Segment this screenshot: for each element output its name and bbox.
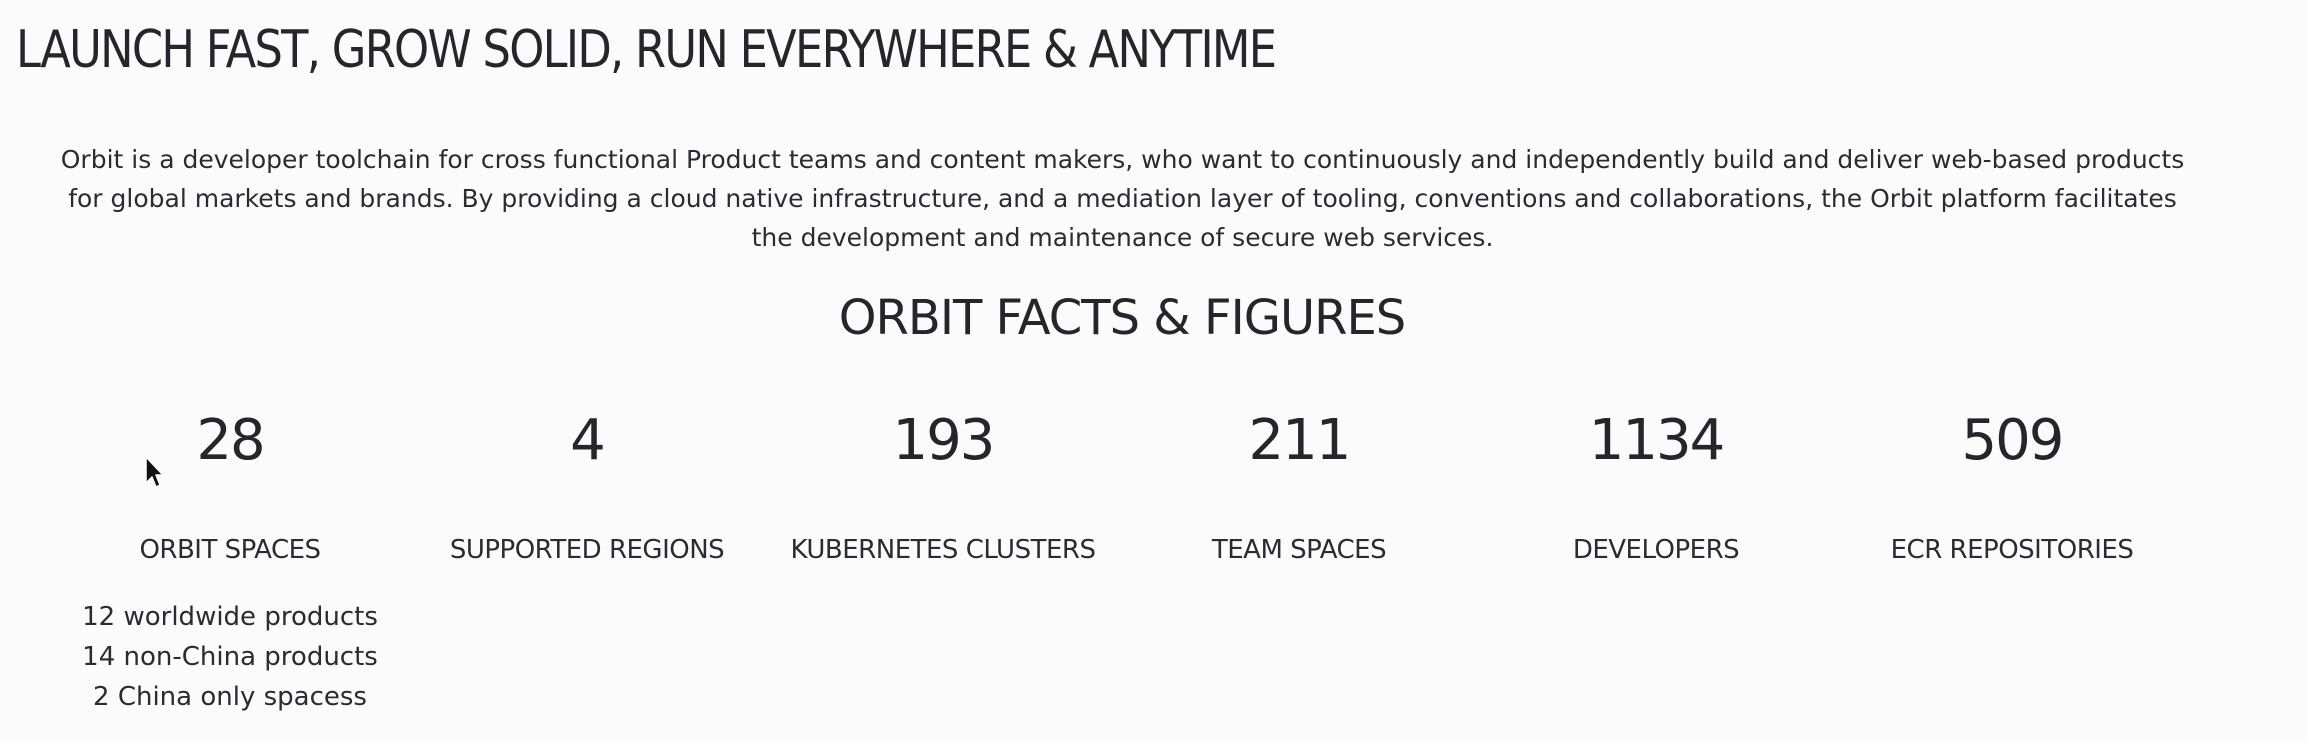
orbit-spaces-count: 28: [196, 408, 265, 473]
fact-ecr-repositories: 509 ECR REPOSITORIES: [1834, 405, 2190, 567]
intro-paragraph: Orbit is a developer toolchain for cross…: [60, 145, 2185, 252]
ecr-repositories-count: 509: [1961, 408, 2065, 473]
supported-regions-count: 4: [570, 408, 606, 473]
team-spaces-label: TEAM SPACES: [1211, 535, 1387, 565]
fact-kubernetes-clusters: 193 KUBERNETES CLUSTERS: [765, 405, 1121, 567]
orbit-spaces-label: ORBIT SPACES: [139, 535, 321, 565]
developers-count: 1134: [1588, 408, 1726, 473]
fact-team-spaces: 211 TEAM SPACES: [1121, 405, 1477, 567]
team-spaces-count: 211: [1248, 408, 1352, 473]
worldwide-products-detail: 12 worldwide products: [82, 602, 378, 632]
page-heading: LAUNCH FAST, GROW SOLID, RUN EVERYWHERE …: [16, 20, 1277, 80]
non-china-products-detail: 14 non-China products: [82, 642, 378, 672]
kubernetes-clusters-count: 193: [892, 408, 996, 473]
ecr-repositories-label: ECR REPOSITORIES: [1890, 535, 2134, 565]
fact-orbit-spaces: 28 ORBIT SPACES 12 worldwide products 14…: [52, 405, 408, 743]
fact-supported-regions: 4 SUPPORTED REGIONS: [409, 405, 765, 567]
fact-developers: 1134 DEVELOPERS: [1478, 405, 1834, 567]
mouse-pointer-icon: [145, 456, 164, 488]
developers-label: DEVELOPERS: [1572, 535, 1740, 565]
china-only-spaces-detail: 2 China only spacess: [93, 682, 367, 712]
supported-regions-label: SUPPORTED REGIONS: [449, 535, 725, 565]
facts-heading: ORBIT FACTS & FIGURES: [838, 290, 1406, 346]
orbit-spaces-breakdown: 12 worldwide products 14 non-China produ…: [52, 597, 408, 717]
kubernetes-clusters-label: KUBERNETES CLUSTERS: [790, 535, 1096, 565]
